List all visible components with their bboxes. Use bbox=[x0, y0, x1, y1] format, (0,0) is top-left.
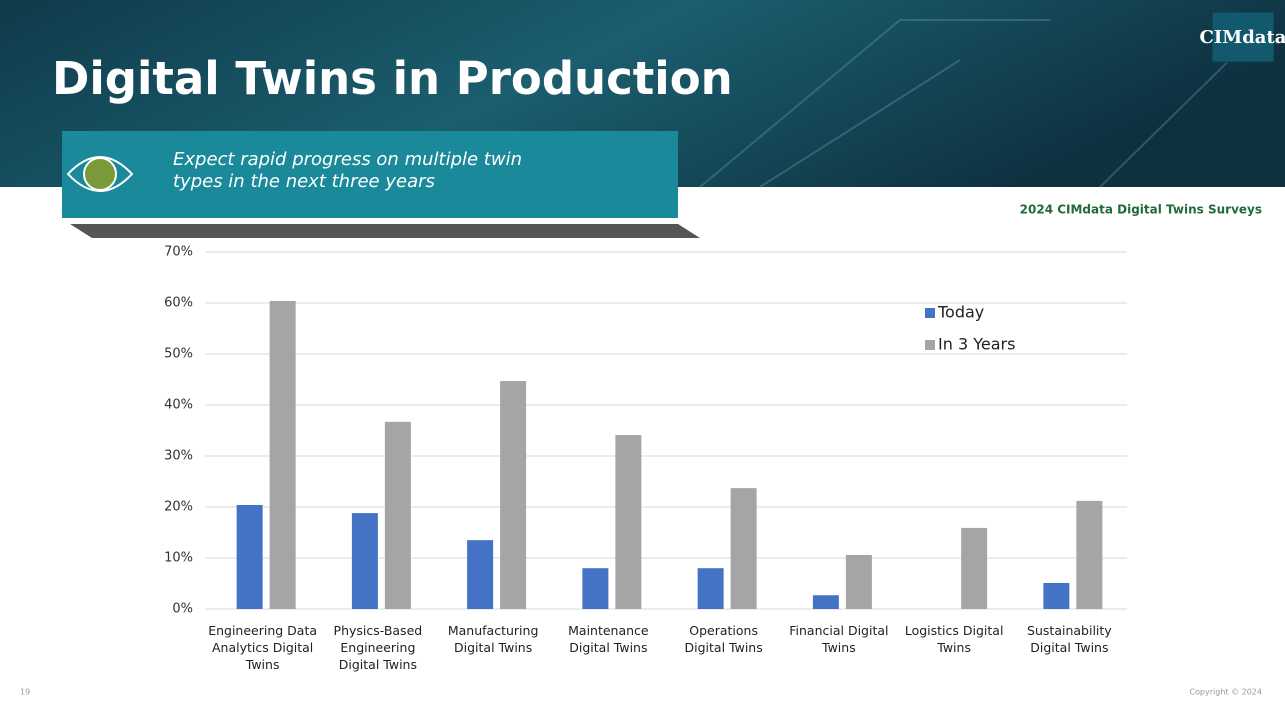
bar bbox=[351, 513, 378, 609]
bar bbox=[730, 488, 757, 609]
x-tick-label: Physics-Based Engineering Digital Twins bbox=[333, 623, 423, 672]
bar bbox=[384, 421, 411, 609]
logo: CIMdata bbox=[1200, 27, 1285, 48]
x-tick-label: Sustainability Digital Twins bbox=[1027, 623, 1112, 655]
x-tick-label: Engineering Data Analytics Digital Twins bbox=[208, 623, 318, 672]
bar bbox=[1043, 582, 1070, 609]
x-tick-label: Operations Digital Twins bbox=[684, 623, 763, 655]
legend-swatch bbox=[925, 308, 935, 318]
logo-box bbox=[1211, 11, 1275, 63]
bar bbox=[500, 381, 527, 609]
slide-title: Digital Twins in Production bbox=[52, 52, 733, 105]
y-tick-label: 50% bbox=[164, 347, 193, 362]
bar bbox=[467, 540, 494, 609]
y-tick-label: 70% bbox=[164, 245, 193, 260]
bar bbox=[961, 527, 988, 609]
copyright: Copyright © 2024 bbox=[1189, 688, 1262, 697]
y-tick-label: 20% bbox=[164, 500, 193, 515]
bar bbox=[269, 300, 296, 609]
bar bbox=[615, 435, 642, 609]
y-tick-label: 30% bbox=[164, 449, 193, 464]
subtitle: Expect rapid progress on multiple twin ty… bbox=[173, 149, 522, 192]
bar bbox=[1076, 500, 1103, 609]
y-tick-label: 0% bbox=[172, 602, 193, 617]
bar bbox=[697, 568, 724, 609]
eye-icon bbox=[66, 156, 134, 192]
y-tick-label: 10% bbox=[164, 551, 193, 566]
bar bbox=[582, 568, 609, 609]
legend-swatch bbox=[925, 340, 935, 350]
subtitle-box bbox=[62, 131, 678, 218]
eye-icon-iris bbox=[83, 157, 117, 191]
legend-label: In 3 Years bbox=[938, 335, 1015, 354]
bar bbox=[845, 554, 872, 609]
x-tick-label: Financial Digital Twins bbox=[789, 623, 889, 655]
x-tick-label: Maintenance Digital Twins bbox=[568, 623, 649, 655]
source: 2024 CIMdata Digital Twins Surveys bbox=[1020, 203, 1262, 217]
subtitle-shadow bbox=[70, 224, 700, 238]
y-tick-label: 40% bbox=[164, 398, 193, 413]
x-tick-label: Manufacturing Digital Twins bbox=[447, 623, 539, 655]
y-tick-label: 60% bbox=[164, 296, 193, 311]
bar bbox=[812, 595, 839, 609]
bar bbox=[236, 504, 263, 609]
x-tick-label: Logistics Digital Twins bbox=[904, 623, 1004, 655]
legend-label: Today bbox=[937, 303, 984, 322]
page-number: 19 bbox=[20, 688, 30, 697]
header-decoration bbox=[699, 19, 1251, 188]
